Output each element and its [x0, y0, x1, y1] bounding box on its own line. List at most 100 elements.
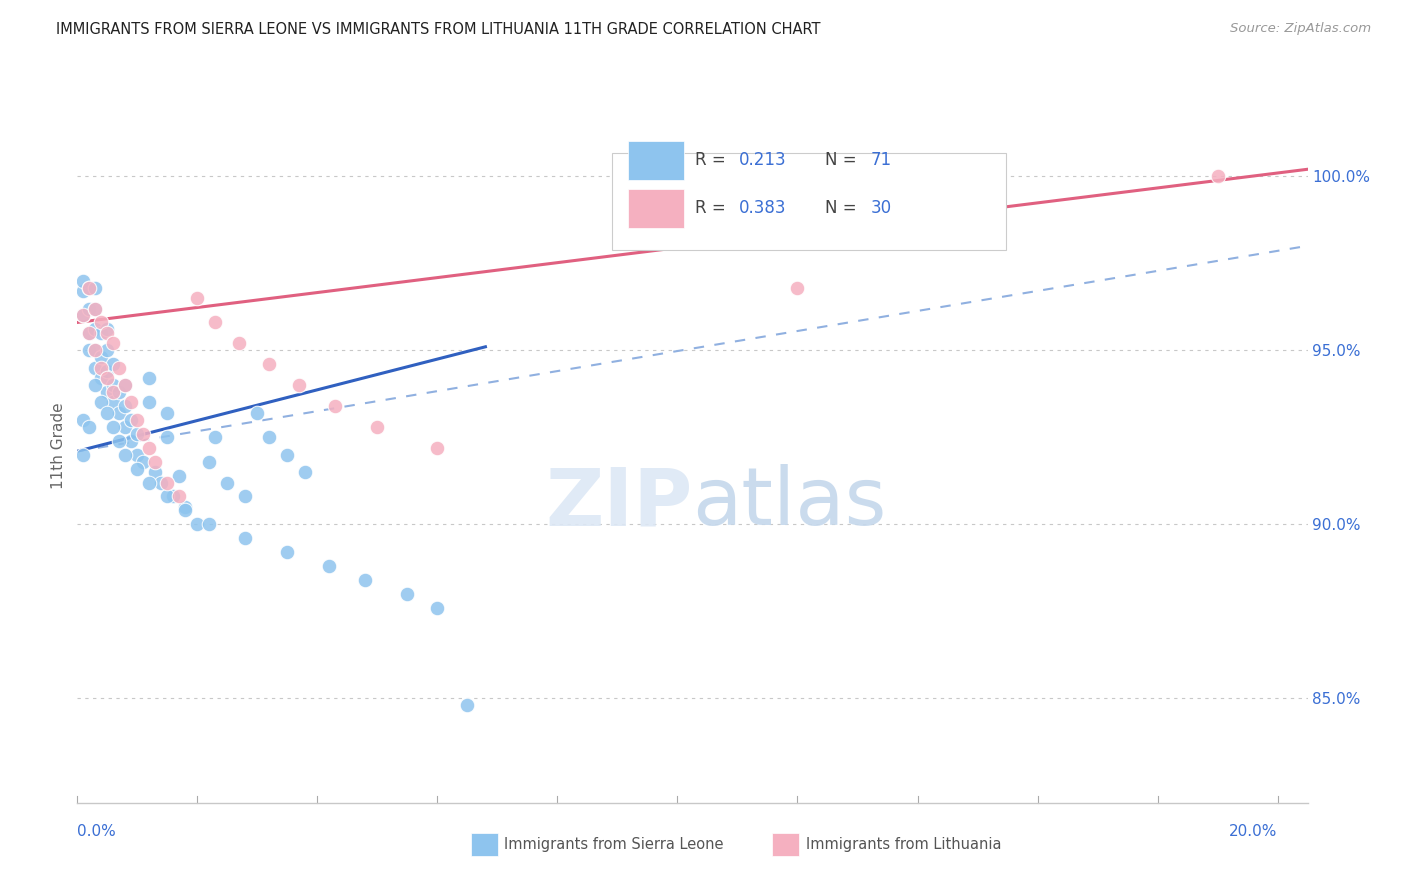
Point: [156, 406, 179, 420]
Y-axis label: 11th Grade: 11th Grade: [51, 402, 66, 490]
Text: IMMIGRANTS FROM SIERRA LEONE VS IMMIGRANTS FROM LITHUANIA 11TH GRADE CORRELATION: IMMIGRANTS FROM SIERRA LEONE VS IMMIGRAN…: [56, 22, 821, 37]
Point: [96, 326, 118, 340]
Point: [150, 475, 173, 490]
Point: [127, 461, 149, 475]
Point: [120, 395, 142, 409]
Point: [198, 517, 221, 532]
Point: [72, 309, 94, 323]
Point: [396, 587, 419, 601]
Point: [204, 315, 226, 329]
Point: [79, 343, 101, 358]
Point: [90, 371, 112, 385]
Bar: [628, 141, 683, 180]
Text: 0.383: 0.383: [740, 200, 787, 218]
Point: [246, 406, 269, 420]
Text: atlas: atlas: [693, 464, 887, 542]
Point: [138, 371, 160, 385]
Point: [169, 490, 191, 504]
Point: [259, 357, 281, 371]
Point: [96, 371, 118, 385]
Point: [138, 395, 160, 409]
Point: [143, 465, 166, 479]
Point: [96, 322, 118, 336]
Point: [108, 434, 131, 448]
Point: [96, 364, 118, 378]
Point: [127, 426, 149, 441]
Point: [72, 309, 94, 323]
Point: [90, 350, 112, 364]
Point: [426, 441, 449, 455]
Point: [138, 475, 160, 490]
Point: [1206, 169, 1229, 184]
Bar: [772, 833, 800, 856]
Point: [143, 455, 166, 469]
Point: [186, 517, 208, 532]
Text: Immigrants from Lithuania: Immigrants from Lithuania: [806, 838, 1001, 853]
Point: [132, 455, 155, 469]
Text: 71: 71: [870, 151, 891, 169]
Point: [132, 426, 155, 441]
Point: [84, 322, 107, 336]
Point: [114, 399, 136, 413]
Point: [127, 413, 149, 427]
Point: [174, 503, 197, 517]
Point: [114, 378, 136, 392]
Point: [169, 468, 191, 483]
Point: [138, 441, 160, 455]
Text: N =: N =: [825, 200, 862, 218]
Point: [114, 420, 136, 434]
Point: [103, 378, 125, 392]
Point: [103, 357, 125, 371]
Point: [79, 280, 101, 294]
Point: [162, 490, 184, 504]
Point: [235, 531, 257, 545]
Point: [786, 280, 808, 294]
Point: [426, 600, 449, 615]
Point: [84, 378, 107, 392]
Point: [90, 326, 112, 340]
Point: [108, 406, 131, 420]
Point: [288, 378, 311, 392]
Bar: [471, 833, 498, 856]
Text: ZIP: ZIP: [546, 464, 693, 542]
Point: [90, 395, 112, 409]
Point: [276, 545, 298, 559]
Point: [84, 343, 107, 358]
Point: [366, 420, 388, 434]
Point: [103, 336, 125, 351]
Point: [103, 385, 125, 400]
Point: [108, 385, 131, 400]
Point: [96, 385, 118, 400]
Point: [156, 430, 179, 444]
Point: [79, 301, 101, 316]
Point: [174, 500, 197, 514]
Text: Source: ZipAtlas.com: Source: ZipAtlas.com: [1230, 22, 1371, 36]
Point: [325, 399, 347, 413]
Text: 20.0%: 20.0%: [1229, 823, 1278, 838]
Text: R =: R =: [695, 200, 731, 218]
Point: [127, 448, 149, 462]
Point: [456, 698, 478, 713]
Point: [96, 406, 118, 420]
Point: [120, 434, 142, 448]
Point: [72, 413, 94, 427]
Point: [156, 490, 179, 504]
Bar: [628, 189, 683, 228]
Point: [84, 343, 107, 358]
Point: [103, 395, 125, 409]
Point: [120, 413, 142, 427]
Text: 30: 30: [870, 200, 891, 218]
Point: [90, 360, 112, 375]
Point: [235, 490, 257, 504]
Point: [186, 291, 208, 305]
Point: [90, 315, 112, 329]
FancyBboxPatch shape: [613, 153, 1007, 250]
Point: [276, 448, 298, 462]
Point: [79, 420, 101, 434]
Point: [84, 280, 107, 294]
Point: [79, 280, 101, 294]
Text: R =: R =: [695, 151, 731, 169]
Text: N =: N =: [825, 151, 862, 169]
Point: [354, 573, 377, 587]
Point: [72, 284, 94, 298]
